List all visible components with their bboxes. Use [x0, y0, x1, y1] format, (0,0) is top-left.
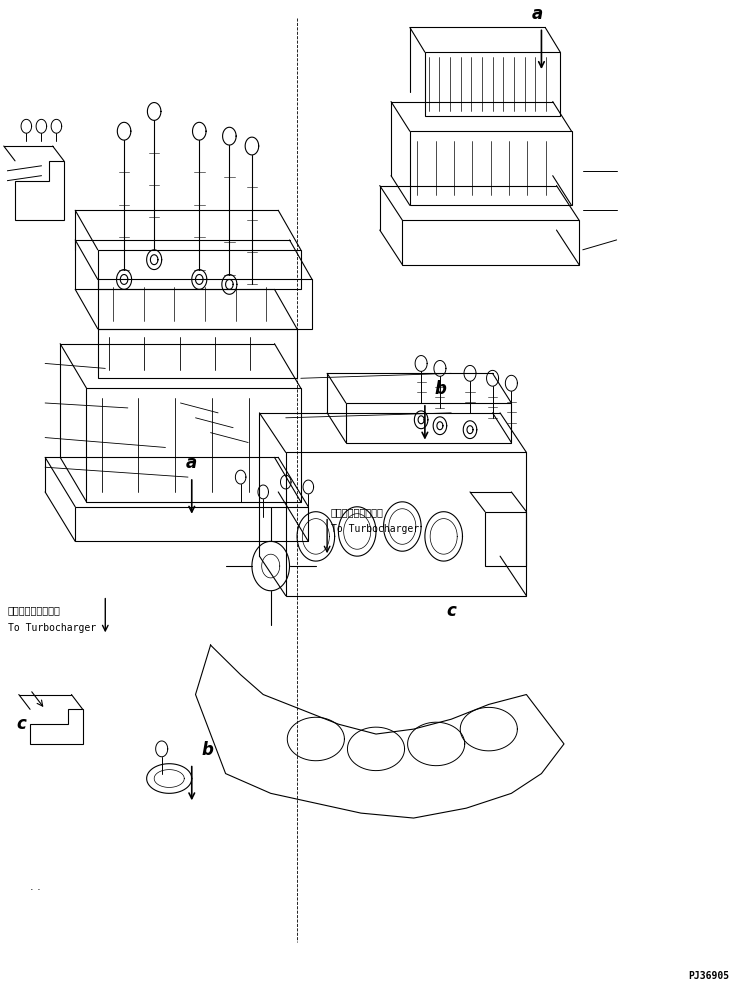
Text: c: c: [17, 716, 26, 733]
Text: To Turbocharger: To Turbocharger: [8, 623, 96, 633]
Text: ターボチャージャへ: ターボチャージャへ: [8, 606, 60, 615]
Text: PJ36905: PJ36905: [688, 971, 729, 981]
Text: b: b: [435, 380, 447, 398]
Text: b: b: [202, 740, 214, 759]
Text: c: c: [446, 603, 456, 620]
Text: . .: . .: [30, 882, 41, 892]
Text: ターボチャージャへ: ターボチャージャへ: [331, 506, 384, 516]
Text: a: a: [532, 5, 543, 23]
Text: a: a: [186, 454, 197, 472]
Text: To Turbocharger: To Turbocharger: [331, 524, 419, 534]
